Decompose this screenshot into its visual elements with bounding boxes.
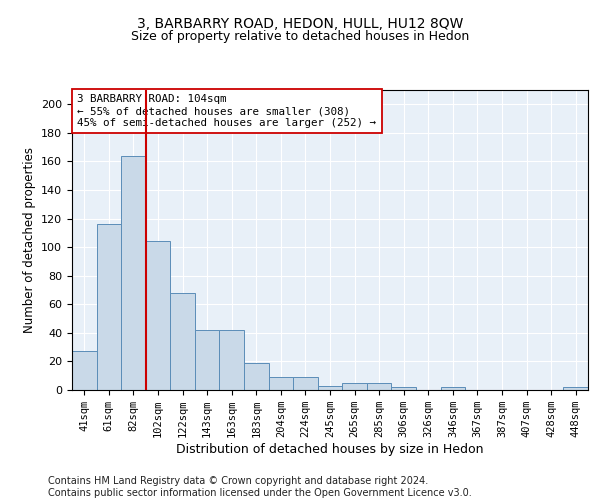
Bar [146,242,170,390]
Bar [391,387,416,390]
Y-axis label: Number of detached properties: Number of detached properties [23,147,35,333]
Bar [342,383,367,390]
Bar [269,377,293,390]
Text: 3 BARBARRY ROAD: 104sqm
← 55% of detached houses are smaller (308)
45% of semi-d: 3 BARBARRY ROAD: 104sqm ← 55% of detache… [77,94,376,128]
Bar [367,383,391,390]
Bar [220,330,244,390]
Text: Size of property relative to detached houses in Hedon: Size of property relative to detached ho… [131,30,469,43]
Bar [318,386,342,390]
Bar [72,352,97,390]
Text: Contains HM Land Registry data © Crown copyright and database right 2024.
Contai: Contains HM Land Registry data © Crown c… [48,476,472,498]
Bar [440,387,465,390]
Bar [244,363,269,390]
Bar [195,330,220,390]
Bar [563,387,588,390]
Bar [121,156,146,390]
Bar [97,224,121,390]
Bar [170,293,195,390]
Text: 3, BARBARRY ROAD, HEDON, HULL, HU12 8QW: 3, BARBARRY ROAD, HEDON, HULL, HU12 8QW [137,18,463,32]
Bar [293,377,318,390]
X-axis label: Distribution of detached houses by size in Hedon: Distribution of detached houses by size … [176,443,484,456]
